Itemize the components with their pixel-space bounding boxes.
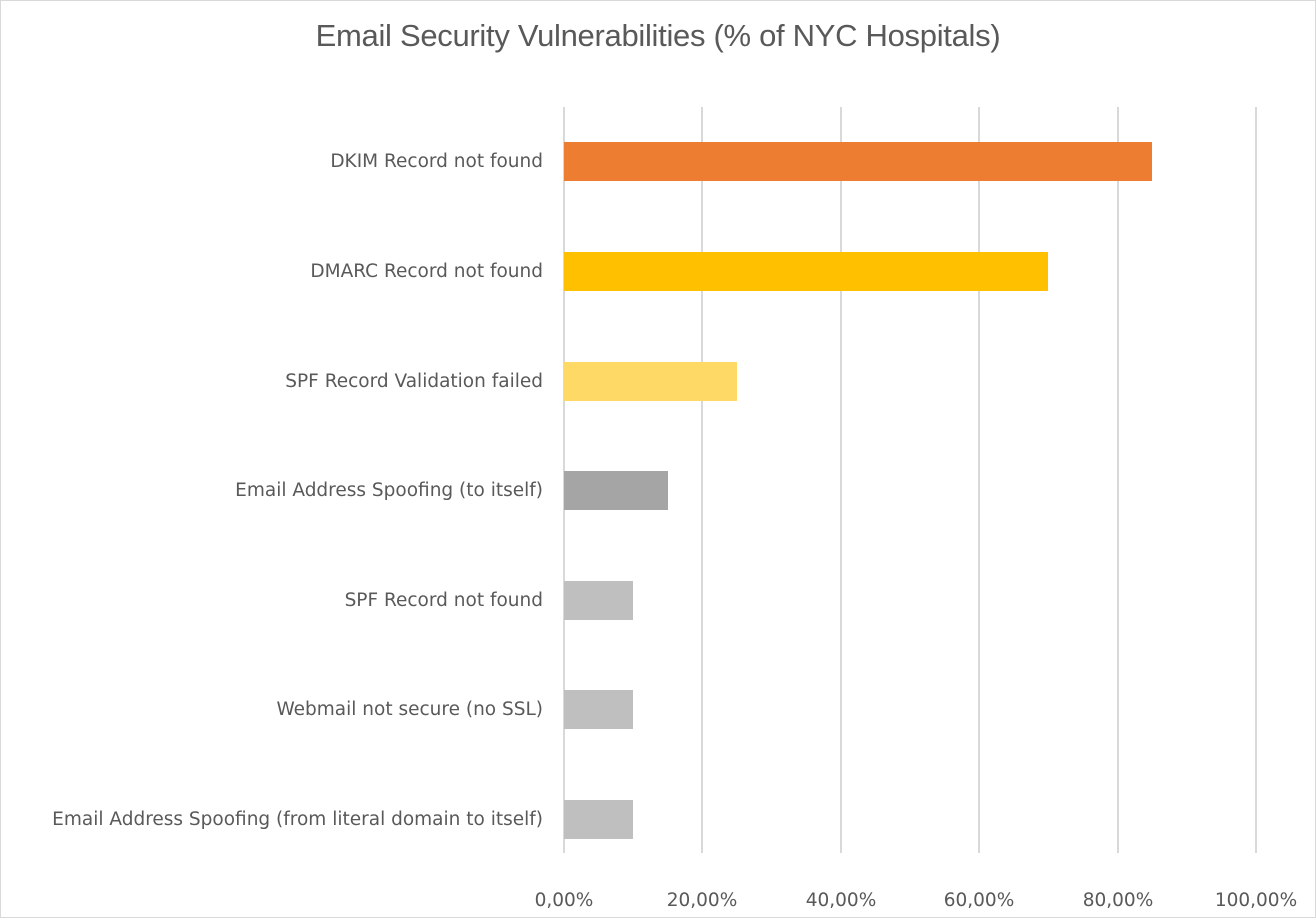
x-tick-label: 20,00% — [666, 890, 738, 911]
x-tick-label: 100,00% — [1214, 890, 1298, 911]
gridline-80 — [1117, 107, 1119, 853]
bar-dkim — [564, 142, 1153, 181]
x-tick-label: 0,00% — [534, 890, 594, 911]
bar-dmarc — [564, 252, 1049, 291]
category-label: SPF Record not found — [344, 590, 543, 611]
category-label: SPF Record Validation failed — [285, 371, 543, 392]
x-tick-label: 40,00% — [805, 890, 877, 911]
x-tick-label: 60,00% — [943, 890, 1015, 911]
gridline-40 — [840, 107, 842, 853]
chart-title: Email Security Vulnerabilities (% of NYC… — [315, 18, 1001, 53]
bar-webmail-no-ssl — [564, 690, 634, 729]
category-label: DKIM Record not found — [330, 151, 543, 172]
category-label: Email Address Spoofing (to itself) — [235, 480, 543, 501]
gridline-100 — [1255, 107, 1257, 853]
category-label: DMARC Record not found — [310, 261, 543, 282]
bar-spf-validation — [564, 362, 737, 401]
gridline-20 — [701, 107, 703, 853]
plot-area — [563, 107, 1257, 853]
category-label: Email Address Spoofing (from literal dom… — [52, 809, 543, 830]
bar-spoofing-literal — [564, 800, 634, 839]
bar-spoofing-itself — [564, 471, 668, 510]
x-tick-label: 80,00% — [1082, 890, 1154, 911]
bar-spf-not-found — [564, 581, 634, 620]
category-label: Webmail not secure (no SSL) — [276, 699, 543, 720]
gridline-60 — [978, 107, 980, 853]
